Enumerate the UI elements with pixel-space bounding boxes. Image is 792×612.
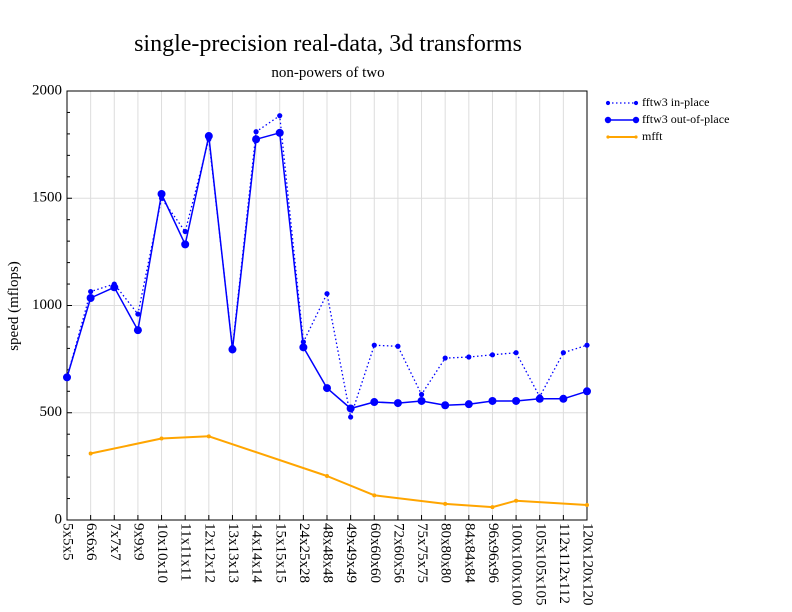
data-point-fftw3-in-place bbox=[348, 414, 354, 420]
data-point-fftw3-out-of-place bbox=[441, 401, 450, 410]
legend-marker-fftw3-in-place bbox=[605, 100, 611, 106]
data-point-fftw3-out-of-place bbox=[204, 132, 213, 141]
data-point-fftw3-in-place bbox=[324, 291, 330, 297]
data-point-fftw3-out-of-place bbox=[346, 404, 355, 413]
y-tick-label: 0 bbox=[55, 511, 63, 527]
chart-title: single-precision real-data, 3d transform… bbox=[134, 31, 522, 57]
data-point-fftw3-in-place bbox=[395, 343, 401, 349]
legend-marker-fftw3-in-place bbox=[633, 100, 639, 106]
x-tick-label: 5x5x5 bbox=[60, 523, 76, 561]
data-point-mfft bbox=[159, 436, 164, 441]
legend-marker-fftw3-out-of-place bbox=[632, 116, 640, 124]
y-axis-ticks: 0 500 1000 1500 2000 bbox=[32, 82, 72, 527]
series-layer bbox=[63, 113, 591, 510]
data-point-fftw3-out-of-place bbox=[393, 399, 402, 408]
data-point-mfft bbox=[514, 498, 519, 503]
legend-label-fftw3-in-place: fftw3 in-place bbox=[642, 95, 709, 109]
data-point-fftw3-in-place bbox=[466, 354, 472, 360]
x-tick-label: 96x96x96 bbox=[485, 523, 501, 584]
data-point-mfft bbox=[325, 474, 329, 479]
x-tick-label: 105x105x105 bbox=[532, 523, 548, 606]
data-point-fftw3-in-place bbox=[442, 355, 448, 361]
x-tick-label: 6x6x6 bbox=[83, 523, 99, 561]
data-point-fftw3-in-place bbox=[182, 228, 188, 235]
x-tick-label: 75x75x75 bbox=[414, 523, 430, 583]
legend-label-mfft: mfft bbox=[642, 129, 663, 143]
x-tick-label: 100x100x100 bbox=[509, 523, 525, 606]
data-point-fftw3-out-of-place bbox=[110, 283, 119, 292]
x-tick-label: 14x14x14 bbox=[249, 523, 265, 584]
legend: fftw3 in-place fftw3 out-of-place mfft bbox=[604, 95, 729, 143]
data-point-fftw3-out-of-place bbox=[63, 373, 71, 382]
data-point-fftw3-out-of-place bbox=[559, 394, 568, 403]
data-point-fftw3-out-of-place bbox=[417, 396, 426, 405]
data-point-fftw3-out-of-place bbox=[323, 384, 331, 393]
data-point-fftw3-out-of-place bbox=[512, 396, 521, 405]
y-tick-label: 500 bbox=[40, 404, 63, 420]
x-tick-label: 72x60x56 bbox=[390, 523, 406, 584]
x-tick-label: 15x15x15 bbox=[272, 523, 288, 583]
data-point-fftw3-out-of-place bbox=[583, 387, 591, 396]
legend-marker-mfft bbox=[606, 135, 610, 139]
y-axis-label: speed (mflops) bbox=[6, 261, 22, 351]
x-tick-label: 10x10x10 bbox=[154, 523, 170, 583]
data-point-mfft bbox=[206, 434, 211, 439]
data-point-fftw3-in-place bbox=[560, 350, 566, 356]
data-point-fftw3-in-place bbox=[584, 342, 590, 348]
data-point-fftw3-out-of-place bbox=[133, 326, 142, 335]
data-point-fftw3-out-of-place bbox=[299, 343, 308, 352]
legend-marker-mfft bbox=[634, 135, 638, 139]
legend-marker-fftw3-out-of-place bbox=[604, 116, 612, 124]
chart-subtitle: non-powers of two bbox=[271, 65, 384, 81]
gridlines bbox=[66, 90, 588, 521]
data-point-fftw3-in-place bbox=[418, 391, 425, 398]
data-point-mfft bbox=[372, 493, 377, 498]
data-point-fftw3-out-of-place bbox=[370, 398, 379, 407]
y-tick-label: 1000 bbox=[32, 297, 62, 313]
data-point-fftw3-out-of-place bbox=[488, 396, 497, 405]
x-axis-ticks: 5x5x5 6x6x6 7x7x7 9x9x9 10x10x10 11x11x11 12x1… bbox=[60, 515, 596, 606]
data-point-fftw3-out-of-place bbox=[252, 135, 261, 144]
data-point-fftw3-out-of-place bbox=[157, 189, 166, 198]
x-tick-label: 9x9x9 bbox=[130, 523, 146, 561]
data-point-fftw3-in-place bbox=[253, 129, 259, 135]
data-point-mfft bbox=[585, 502, 589, 507]
data-point-fftw3-in-place bbox=[371, 342, 377, 348]
data-point-fftw3-out-of-place bbox=[275, 128, 284, 137]
x-tick-label: 49x49x49 bbox=[343, 523, 359, 583]
data-point-fftw3-out-of-place bbox=[535, 394, 544, 403]
series-line-mfft bbox=[90, 435, 588, 509]
data-point-mfft bbox=[88, 451, 93, 456]
legend-label-fftw3-out-of-place: fftw3 out-of-place bbox=[642, 112, 729, 126]
x-tick-label: 12x12x12 bbox=[201, 523, 217, 583]
data-point-fftw3-in-place bbox=[88, 288, 94, 295]
x-tick-label: 80x80x80 bbox=[438, 523, 454, 583]
x-tick-label: 84x84x84 bbox=[461, 523, 477, 584]
x-tick-label: 7x7x7 bbox=[107, 523, 123, 561]
y-tick-label: 2000 bbox=[32, 82, 62, 98]
data-point-fftw3-in-place bbox=[513, 350, 519, 356]
y-tick-label: 1500 bbox=[32, 190, 62, 206]
data-point-fftw3-in-place bbox=[135, 311, 141, 317]
x-tick-label: 120x120x120 bbox=[580, 523, 596, 606]
data-point-fftw3-out-of-place bbox=[86, 293, 95, 302]
x-tick-label: 24x25x28 bbox=[296, 523, 312, 583]
x-tick-label: 60x60x60 bbox=[367, 523, 383, 583]
data-point-fftw3-out-of-place bbox=[228, 345, 237, 354]
x-tick-label: 11x11x11 bbox=[178, 523, 194, 581]
x-tick-label: 48x48x48 bbox=[320, 523, 336, 583]
data-point-fftw3-out-of-place bbox=[181, 240, 190, 249]
x-tick-label: 13x13x13 bbox=[225, 523, 241, 583]
data-point-fftw3-in-place bbox=[489, 352, 496, 358]
data-point-mfft bbox=[490, 505, 495, 510]
data-point-mfft bbox=[443, 501, 448, 506]
data-point-fftw3-in-place bbox=[277, 113, 283, 119]
x-tick-label: 112x112x112 bbox=[556, 523, 572, 604]
data-point-fftw3-out-of-place bbox=[464, 400, 473, 409]
